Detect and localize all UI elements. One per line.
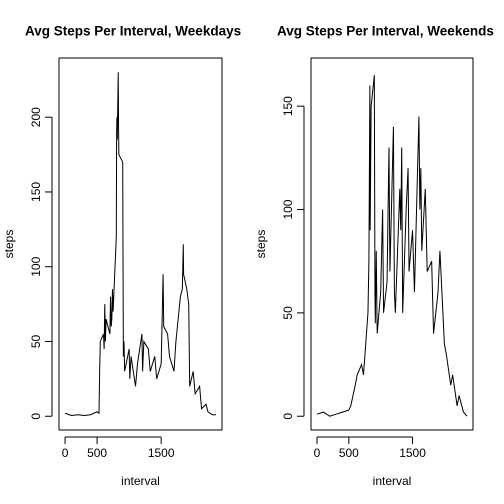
y-tick-label: 50 [281,306,295,320]
chart-title: Avg Steps Per Interval, Weekends [277,24,494,39]
y-tick-label: 0 [29,413,43,420]
x-axis-label: interval [121,474,160,488]
y-axis-label: steps [254,230,268,259]
panel: Avg Steps Per Interval, Weekends 0 50 100 15… [254,24,494,489]
data-line [316,75,468,417]
x-tick-label: 0 [314,446,321,460]
chart-title: Avg Steps Per Interval, Weekdays [25,24,241,39]
data-line [64,72,216,417]
plot-box [310,57,474,431]
x-tick-label: 0 [62,446,69,460]
y-tick-label: 200 [29,107,43,127]
y-tick-label: 100 [29,256,43,276]
y-axis-label: steps [2,230,16,259]
plot-box [58,57,223,431]
panel: Avg Steps Per Interval, Weekdays 0 50 100 15… [2,24,241,489]
y-tick-label: 150 [29,182,43,202]
x-axis-label: interval [373,474,412,488]
y-tick-label: 50 [29,334,43,348]
y-tick-label: 150 [281,96,295,116]
x-tick-label: 1500 [148,446,175,460]
x-tick-label: 1500 [399,446,426,460]
x-tick-label: 500 [339,446,359,460]
x-tick-label: 500 [87,446,107,460]
y-tick-label: 100 [281,199,295,219]
y-tick-label: 0 [281,413,295,420]
